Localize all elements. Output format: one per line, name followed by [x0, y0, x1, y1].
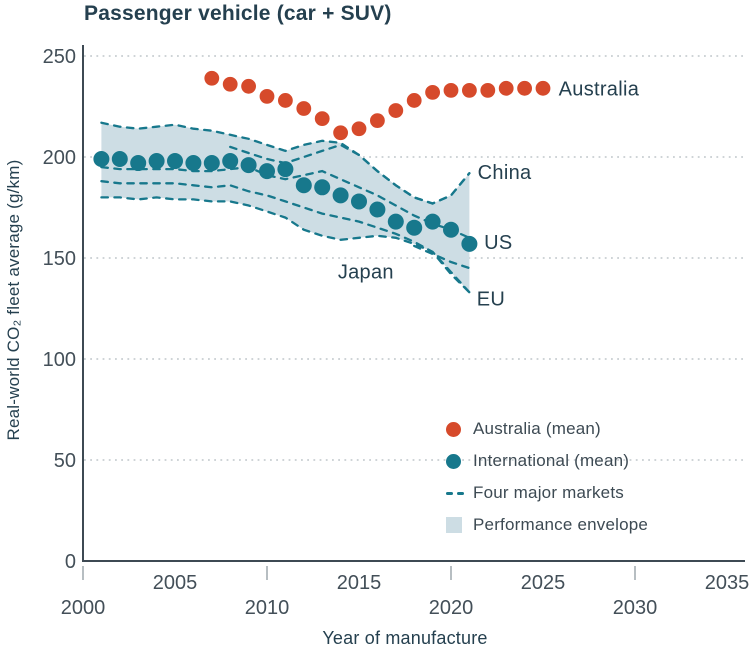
- envelope-swatch-icon: [446, 517, 462, 533]
- australia-point-2016: [370, 113, 385, 129]
- chart-title: Passenger vehicle (car + SUV): [84, 2, 392, 25]
- annotation-china: China: [478, 162, 532, 184]
- market-line-us: [100, 165, 471, 239]
- x-tick-label-2015: 2015: [337, 572, 382, 594]
- international-point-2008: [222, 153, 239, 170]
- australia-point-2025: [535, 80, 551, 96]
- australia-point-2009: [241, 78, 256, 94]
- international-point-2007: [203, 155, 220, 172]
- envelope-bottom-line: [100, 196, 471, 294]
- x-tick-label-2025: 2025: [521, 572, 566, 594]
- legend-item-performance-envelope: Performance envelope: [446, 509, 648, 541]
- international-point-2006: [185, 155, 202, 172]
- australia-point-2013: [314, 111, 330, 127]
- dashed-line-icon: [446, 491, 464, 495]
- legend-label: Performance envelope: [473, 515, 649, 534]
- y-tick-label-50: 50: [54, 450, 76, 472]
- international-point-2021: [461, 235, 478, 252]
- market-line-japan: [413, 244, 471, 270]
- international-point-2001: [93, 151, 110, 168]
- australia-point-2014: [333, 125, 348, 141]
- international-point-2013: [314, 179, 331, 196]
- y-tick-label-100: 100: [43, 349, 76, 371]
- y-tick-label-250: 250: [43, 46, 76, 68]
- legend-label: International (mean): [473, 451, 630, 470]
- international-point-2012: [295, 177, 312, 194]
- axes: [82, 45, 745, 562]
- legend-label: Australia (mean): [473, 419, 601, 438]
- australia-point-2008: [222, 76, 238, 92]
- international-point-2003: [130, 155, 147, 172]
- australia-point-2017: [388, 103, 404, 118]
- international-point-2014: [332, 187, 349, 204]
- international-point-2017: [387, 213, 404, 230]
- international-point-2004: [148, 153, 165, 170]
- australia-point-2007: [204, 70, 220, 86]
- x-tick-label-2030: 2030: [613, 597, 658, 619]
- australia-point-2015: [351, 121, 367, 137]
- x-tick-label-2000: 2000: [61, 597, 106, 619]
- australia-point-2022: [480, 82, 496, 98]
- australia-point-2020: [443, 82, 459, 98]
- annotation-us: US: [484, 232, 512, 254]
- australia-point-2011: [278, 93, 293, 108]
- envelope-top-line: [100, 121, 471, 205]
- australia-point-2021: [462, 82, 477, 98]
- international-dot-icon: [446, 453, 461, 469]
- international-point-2018: [406, 219, 423, 236]
- x-tick-label-2020: 2020: [429, 597, 474, 619]
- legend-label: Four major markets: [473, 483, 624, 502]
- y-tick-label-0: 0: [65, 551, 76, 573]
- legend-item-international-mean: International (mean): [446, 445, 648, 477]
- international-point-2005: [167, 153, 183, 170]
- x-tick-label-2010: 2010: [245, 597, 290, 619]
- australia-point-2023: [498, 80, 514, 96]
- international-point-2011: [277, 161, 294, 178]
- international-point-2020: [443, 221, 459, 238]
- international-point-2009: [240, 157, 257, 174]
- legend-item-four-major-markets: Four major markets: [446, 477, 648, 509]
- international-point-2016: [369, 201, 386, 218]
- international-point-2019: [424, 213, 441, 230]
- annotation-japan: Japan: [338, 262, 394, 284]
- x-axis-title: Year of manufacture: [322, 628, 488, 648]
- market-line-eu: [100, 180, 471, 294]
- legend-item-australia-mean: Australia (mean): [446, 413, 648, 445]
- x-tick-label-2005: 2005: [153, 572, 198, 594]
- legend: Australia (mean) International (mean) Fo…: [446, 413, 648, 541]
- australia-point-2019: [425, 84, 440, 100]
- australia-point-2012: [296, 101, 312, 116]
- annotation-australia: Australia: [559, 78, 640, 100]
- annotation-eu: EU: [477, 288, 505, 310]
- international-point-2002: [111, 151, 128, 168]
- australia-point-2024: [517, 80, 532, 96]
- international-point-2010: [259, 163, 275, 180]
- y-tick-label-200: 200: [43, 147, 76, 169]
- y-tick-label-150: 150: [43, 248, 76, 270]
- australia-point-2010: [259, 89, 275, 104]
- international-point-2015: [351, 193, 367, 210]
- australia-point-2018: [406, 93, 422, 108]
- performance-envelope: [101, 122, 470, 293]
- australia-dot-icon: [446, 421, 461, 437]
- x-tick-label-2035: 2035: [705, 572, 750, 594]
